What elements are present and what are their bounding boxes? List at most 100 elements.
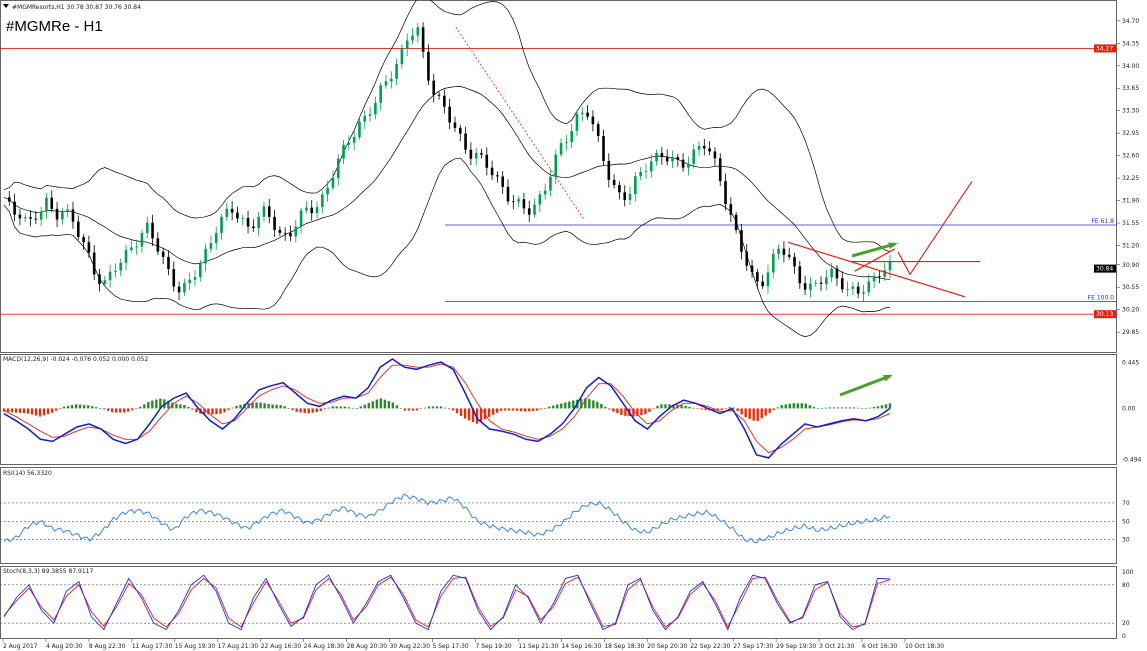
macd-histogram-bar <box>776 407 779 409</box>
macd-histogram-bar <box>760 408 763 419</box>
candle-body <box>771 253 775 273</box>
stoch-tick-label: 100 <box>1122 569 1134 576</box>
macd-histogram-bar <box>54 408 58 411</box>
candle-body <box>198 263 202 278</box>
candle-body <box>825 277 828 284</box>
macd-histogram-bar <box>800 403 804 409</box>
macd-histogram-bar <box>455 408 459 414</box>
macd-histogram-bar <box>499 408 503 411</box>
candle-body <box>331 177 335 188</box>
time-tick-label: 24 Aug 18:30 <box>304 643 345 650</box>
candle-body <box>336 158 340 178</box>
macd-histogram-bar <box>287 408 290 409</box>
macd-histogram-bar <box>14 408 18 413</box>
candle-body <box>8 197 11 202</box>
time-tick-label: 5 Sep 17:30 <box>433 643 469 650</box>
candle-body <box>756 272 759 282</box>
price-tick-label: 30.55 <box>1122 284 1139 291</box>
candle-body <box>570 130 573 143</box>
macd-histogram-bar <box>828 407 832 409</box>
candle-body <box>761 281 764 287</box>
macd-histogram-bar <box>90 406 94 409</box>
candle-body <box>66 209 69 212</box>
macd-histogram-bar <box>752 408 755 421</box>
macd-histogram-bar <box>395 405 399 409</box>
candle-body <box>437 94 441 96</box>
macd-histogram-bar <box>30 408 34 415</box>
candle-body <box>660 152 664 157</box>
candle-body <box>814 282 818 284</box>
macd-histogram-bar <box>107 408 110 411</box>
macd-histogram-bar <box>712 408 715 411</box>
candle-body <box>140 233 144 247</box>
macd-histogram-bar <box>832 407 836 409</box>
price-tick-label: 31.55 <box>1122 220 1139 227</box>
candle-body <box>421 27 425 52</box>
candle-body <box>867 281 871 293</box>
candle-body <box>289 233 292 237</box>
macd-histogram-bar <box>367 402 371 409</box>
candle-body <box>676 156 680 160</box>
candle-body <box>809 283 812 290</box>
candle-body <box>368 114 372 116</box>
macd-histogram-bar <box>70 405 74 409</box>
candle-body <box>416 27 420 36</box>
candle-body <box>665 156 669 162</box>
macd-histogram-bar <box>656 405 659 409</box>
macd-histogram-bar <box>772 408 775 411</box>
macd-histogram-bar <box>684 405 687 409</box>
macd-histogram-bar <box>852 407 856 409</box>
candle-body <box>294 226 298 237</box>
macd-y-axis: 0.445 0.00 -0.494 <box>1122 360 1142 464</box>
price-panel[interactable] <box>0 0 1117 353</box>
macd-histogram-bar <box>475 408 479 424</box>
candle-body <box>172 269 176 287</box>
candle-body <box>681 159 685 168</box>
candle-body <box>745 251 749 266</box>
candle-body <box>315 207 319 214</box>
macd-histogram-bar <box>211 408 214 415</box>
fib-level-label: FE 61.8 <box>1091 218 1114 225</box>
candle-body <box>496 175 499 177</box>
candle-body <box>236 212 239 219</box>
price-tick-label: 32.95 <box>1122 130 1139 137</box>
collapse-triangle-icon[interactable] <box>3 4 9 8</box>
macd-histogram-bar <box>568 401 571 409</box>
candle-body <box>167 256 170 270</box>
rsi-tick-label: 30 <box>1122 537 1130 544</box>
stoch-panel[interactable] <box>0 566 1117 639</box>
price-tick-label: 29.85 <box>1122 329 1139 336</box>
candle-body <box>724 181 727 205</box>
rsi-panel[interactable] <box>0 467 1117 564</box>
price-tick-label: 32.25 <box>1122 175 1139 182</box>
macd-histogram-bar <box>531 408 535 411</box>
chart-title: #MGMRe - H1 <box>6 18 103 35</box>
price-tick-label: 33.65 <box>1122 85 1139 92</box>
candle-body <box>692 149 696 164</box>
macd-histogram-bar <box>732 407 735 409</box>
candle-body <box>29 217 32 219</box>
macd-histogram-bar <box>399 408 403 409</box>
price-horizontal-lines: FE 61.8 FE 100.0 <box>0 48 1117 315</box>
candle-body <box>517 199 520 202</box>
macd-histogram-bar <box>527 408 531 412</box>
macd-histogram-bar <box>379 398 383 409</box>
macd-histogram-bar <box>403 408 407 411</box>
bullish-arrow-price <box>851 242 896 258</box>
candle-body <box>708 148 711 152</box>
candle-body <box>358 121 361 138</box>
candle-body <box>262 206 266 217</box>
candle-body <box>108 271 112 281</box>
macd-panel[interactable] <box>0 354 1117 465</box>
candle-body <box>400 48 404 65</box>
candle-body <box>241 217 245 219</box>
time-tick-label: 27 Sep 17:30 <box>733 643 773 650</box>
macd-histogram-bar <box>544 408 547 409</box>
candle-body <box>655 152 658 162</box>
macd-histogram-bar <box>439 406 443 409</box>
time-tick-label: 22 Sep 22:30 <box>690 643 730 650</box>
macd-histogram-bar <box>359 406 363 409</box>
macd-histogram-bar <box>620 408 623 415</box>
macd-histogram-bar <box>447 408 451 410</box>
